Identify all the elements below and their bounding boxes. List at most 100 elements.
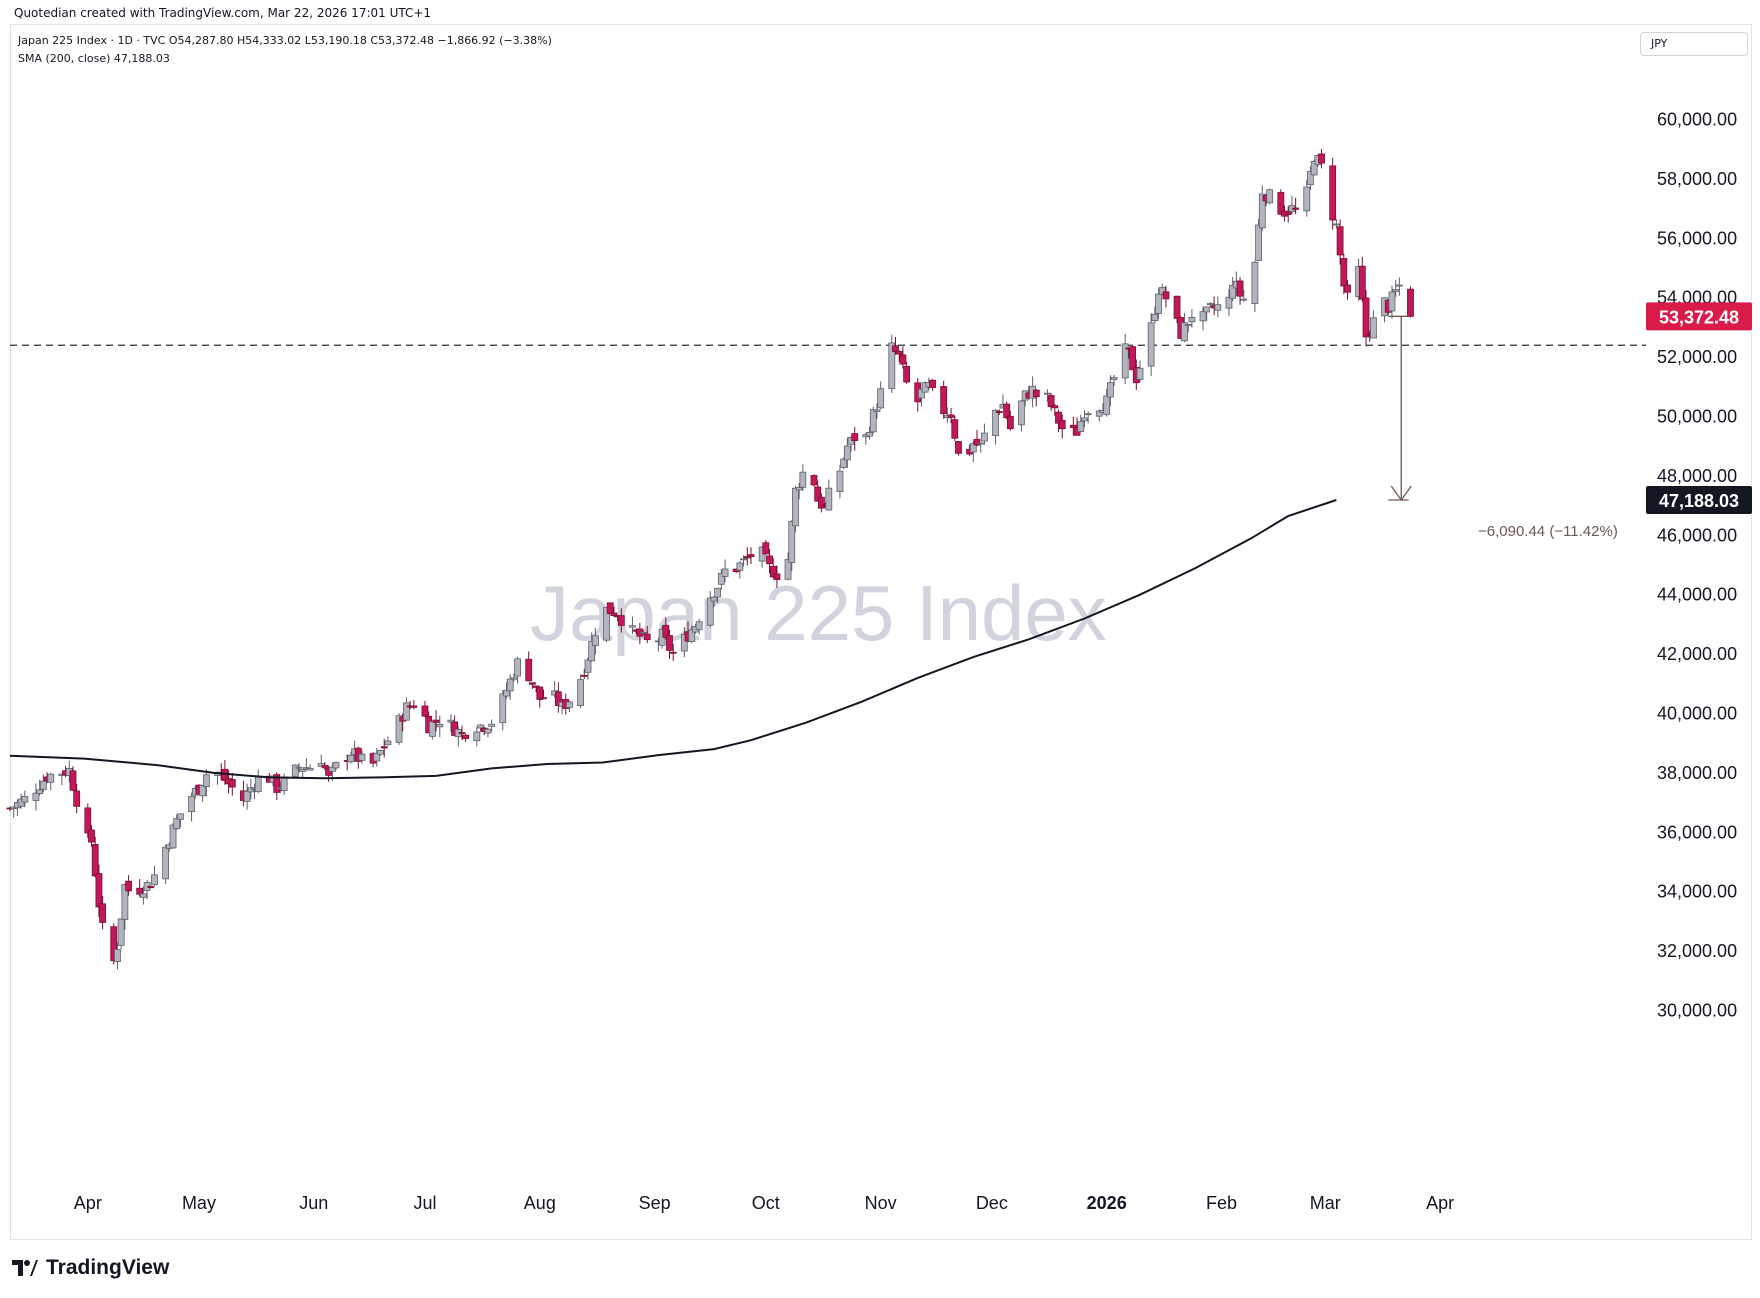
candle[interactable] (243, 791, 251, 802)
candle[interactable] (202, 774, 210, 787)
candle[interactable] (1084, 413, 1092, 416)
candle[interactable] (295, 766, 303, 769)
candle[interactable] (566, 701, 573, 708)
candle[interactable] (662, 624, 670, 638)
candle[interactable] (536, 686, 544, 700)
candle[interactable] (1214, 304, 1222, 311)
candle[interactable] (462, 734, 470, 739)
candle[interactable] (177, 813, 184, 820)
candle[interactable] (1147, 322, 1155, 367)
candle[interactable] (784, 559, 792, 580)
candle[interactable] (1032, 389, 1040, 398)
candle[interactable] (869, 409, 877, 433)
sma-200-line[interactable] (9, 499, 1337, 780)
candle[interactable] (825, 487, 833, 511)
candle[interactable] (540, 697, 547, 700)
candle[interactable] (1303, 186, 1311, 212)
candle[interactable] (47, 773, 55, 783)
candle[interactable] (69, 770, 77, 791)
candle[interactable] (899, 354, 907, 365)
candle[interactable] (773, 573, 781, 580)
candle[interactable] (432, 719, 440, 723)
candle[interactable] (199, 785, 207, 797)
candle[interactable] (428, 721, 436, 737)
candle[interactable] (162, 846, 170, 880)
candle[interactable] (981, 432, 988, 442)
candle[interactable] (1292, 207, 1300, 210)
candle[interactable] (955, 441, 962, 454)
candle[interactable] (436, 723, 444, 728)
candle[interactable] (814, 486, 822, 502)
candle[interactable] (95, 873, 103, 908)
candle[interactable] (447, 719, 455, 723)
candle[interactable] (918, 388, 925, 399)
candle[interactable] (973, 438, 981, 446)
candle[interactable] (1006, 415, 1014, 430)
candle[interactable] (473, 731, 481, 742)
candle[interactable] (514, 658, 521, 677)
candle[interactable] (1184, 324, 1192, 326)
candle[interactable] (617, 615, 625, 626)
tradingview-logo[interactable]: TradingView (12, 1256, 169, 1280)
candle[interactable] (788, 521, 796, 563)
candle[interactable] (1284, 211, 1292, 215)
candle[interactable] (603, 606, 610, 641)
candle[interactable] (529, 682, 536, 685)
candle[interactable] (799, 471, 807, 488)
candle[interactable] (139, 893, 147, 898)
candle[interactable] (1255, 224, 1262, 261)
candle[interactable] (1106, 382, 1114, 398)
candle[interactable] (1277, 192, 1285, 215)
candle[interactable] (39, 780, 47, 790)
candle[interactable] (1162, 291, 1170, 300)
candle[interactable] (147, 886, 155, 889)
candle[interactable] (32, 792, 40, 801)
candle[interactable] (810, 475, 818, 486)
candle[interactable] (873, 409, 881, 412)
candle[interactable] (1332, 223, 1340, 226)
candle[interactable] (1370, 317, 1377, 339)
candle[interactable] (1151, 313, 1159, 322)
candle[interactable] (851, 433, 859, 442)
candle[interactable] (1188, 317, 1196, 323)
currency-selector[interactable]: JPY (1640, 32, 1748, 56)
candle[interactable] (588, 640, 596, 662)
candle[interactable] (888, 342, 896, 390)
candle[interactable] (743, 556, 751, 559)
candle[interactable] (840, 458, 848, 468)
candle[interactable] (254, 776, 262, 792)
candle[interactable] (1110, 376, 1118, 380)
candle[interactable] (1258, 193, 1266, 229)
candle[interactable] (510, 677, 518, 680)
candle[interactable] (1310, 161, 1318, 176)
candle[interactable] (1047, 395, 1055, 408)
candle[interactable] (554, 691, 562, 706)
candle[interactable] (714, 587, 722, 598)
candle[interactable] (477, 724, 484, 729)
candle[interactable] (1358, 265, 1366, 300)
candle[interactable] (1388, 291, 1396, 312)
candle[interactable] (1081, 417, 1088, 422)
candle[interactable] (629, 625, 636, 628)
candle[interactable] (1199, 311, 1207, 322)
candle[interactable] (1121, 343, 1129, 379)
candle[interactable] (1158, 287, 1166, 295)
candle[interactable] (1407, 288, 1414, 317)
candle[interactable] (173, 818, 181, 830)
candle[interactable] (1136, 367, 1144, 380)
candle[interactable] (1058, 419, 1066, 430)
candle[interactable] (680, 633, 688, 652)
candle[interactable] (877, 388, 885, 409)
candle[interactable] (380, 746, 388, 749)
candle[interactable] (1236, 280, 1244, 297)
candle[interactable] (792, 487, 799, 527)
candle[interactable] (1329, 165, 1337, 221)
candle[interactable] (577, 679, 584, 706)
candle[interactable] (317, 763, 325, 767)
candle[interactable] (766, 555, 773, 565)
candle[interactable] (1336, 226, 1344, 256)
candle[interactable] (1095, 410, 1103, 417)
candle[interactable] (114, 948, 121, 963)
candle[interactable] (125, 880, 132, 892)
